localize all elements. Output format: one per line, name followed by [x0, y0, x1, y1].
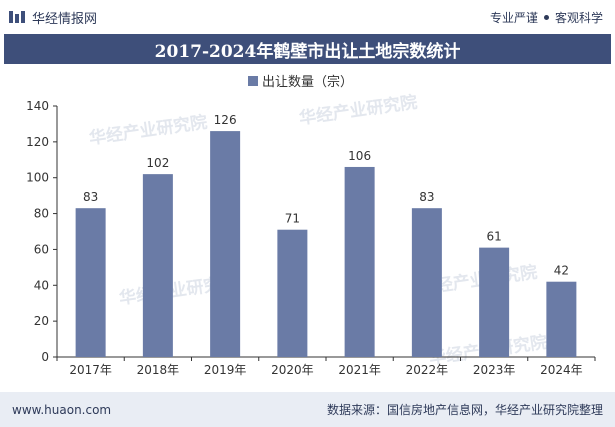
- legend-swatch: [248, 76, 258, 86]
- y-tick-label: 40: [34, 278, 49, 292]
- footer: www.huaon.com 数据来源：国信房地产信息网，华经产业研究院整理: [0, 392, 615, 427]
- footer-url[interactable]: www.huaon.com: [12, 402, 112, 417]
- bar: [546, 281, 577, 357]
- y-tick-label: 120: [26, 135, 49, 149]
- x-tick-label: 2020年: [271, 363, 314, 377]
- brand: 华经情报网: [8, 8, 98, 27]
- y-tick-label: 20: [34, 314, 49, 328]
- y-tick-label: 60: [34, 242, 49, 256]
- data-label: 61: [486, 230, 501, 244]
- data-label: 83: [419, 190, 434, 204]
- data-label: 126: [214, 113, 237, 127]
- bar: [75, 208, 106, 357]
- data-label: 71: [285, 212, 300, 226]
- slogan-right: 客观科学: [554, 10, 603, 25]
- bar: [142, 174, 173, 357]
- y-tick-label: 140: [26, 99, 49, 113]
- legend: 出让数量（宗）: [248, 74, 353, 90]
- x-tick-label: 2022年: [406, 363, 449, 377]
- brand-name: 华经情报网: [32, 11, 98, 27]
- bar: [277, 229, 308, 357]
- logo-icon: [9, 11, 25, 23]
- legend-label: 出让数量（宗）: [262, 74, 353, 90]
- data-label: 106: [348, 149, 371, 163]
- slogan-left: 专业严谨: [489, 10, 538, 25]
- bar: [344, 166, 375, 357]
- footer-source: 数据来源：国信房地产信息网，华经产业研究院整理: [326, 403, 603, 417]
- data-label: 102: [146, 156, 169, 170]
- x-tick-label: 2019年: [204, 363, 247, 377]
- x-tick-label: 2023年: [473, 363, 516, 377]
- y-tick-label: 100: [26, 171, 49, 185]
- data-label: 83: [83, 190, 98, 204]
- bar: [210, 131, 241, 357]
- x-tick-label: 2018年: [137, 363, 180, 377]
- x-tick-label: 2021年: [338, 363, 381, 377]
- bar-chart: 华经产业研究院华经产业研究院华经产业研究院华经产业研究院华经产业研究院出让数量（…: [26, 74, 596, 377]
- top-bar: 华经情报网 专业严谨 客观科学: [0, 0, 615, 34]
- x-tick-label: 2017年: [69, 363, 112, 377]
- y-tick-label: 0: [41, 350, 49, 364]
- slogan: 专业严谨 客观科学: [490, 8, 603, 26]
- watermark-text: 华经产业研究院: [88, 112, 209, 149]
- bar: [479, 247, 510, 357]
- separator-dot-icon: [543, 14, 549, 20]
- y-tick-label: 80: [34, 207, 49, 221]
- bar: [411, 208, 442, 357]
- x-tick-label: 2024年: [540, 363, 583, 377]
- data-label: 42: [554, 264, 569, 278]
- chart-title: 2017-2024年鹤壁市出让土地宗数统计: [4, 34, 611, 64]
- watermark-text: 华经产业研究院: [298, 92, 419, 129]
